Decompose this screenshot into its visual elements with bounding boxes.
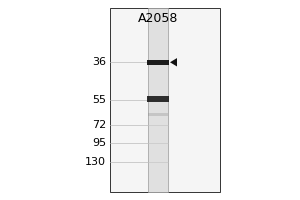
Text: 95: 95	[92, 138, 106, 148]
Text: A2058: A2058	[138, 11, 178, 24]
Bar	[147, 60, 169, 65]
Bar	[147, 96, 169, 102]
Text: 72: 72	[92, 120, 106, 130]
Bar	[110, 8, 220, 192]
Bar	[148, 113, 168, 116]
Text: 36: 36	[92, 57, 106, 67]
Bar	[148, 8, 168, 192]
Text: 130: 130	[85, 157, 106, 167]
Polygon shape	[170, 58, 177, 66]
Text: 55: 55	[92, 95, 106, 105]
